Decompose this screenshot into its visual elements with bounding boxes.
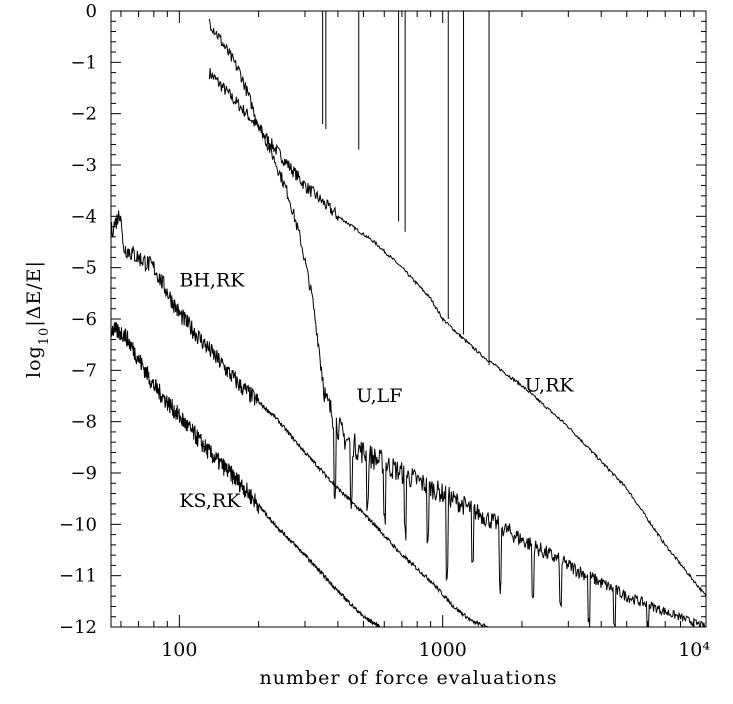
- y-tick-label: −10: [59, 514, 97, 535]
- y-tick-label: −11: [59, 566, 97, 587]
- plot-labels: U,RK U,LF BH,RK KS,RK: [179, 270, 574, 513]
- y-axis-label: log10|ΔE/E|: [23, 260, 52, 378]
- series-label: KS,RK: [179, 490, 241, 512]
- series-line-ks-rk: [111, 322, 381, 627]
- x-tick-label: 100: [161, 639, 197, 661]
- x-axis-label: number of force evaluations: [259, 667, 557, 689]
- x-tick-label: 1000: [419, 639, 467, 661]
- series-line-bh-rk: [111, 210, 488, 627]
- x-tick-label: 10⁴: [678, 639, 710, 661]
- y-tick-label: −9: [70, 463, 97, 484]
- series-line-u-lf: [208, 18, 706, 627]
- y-tick-label: −8: [70, 412, 97, 433]
- y-tick-label: −2: [70, 104, 97, 125]
- plot-axes: 0 −1 −2 −3 −4 −5 −6 −7 −8 −9 −10 −11 −12 100 1000 10⁴: [59, 1, 710, 661]
- plot-frame: [110, 10, 707, 628]
- y-tick-label: −1: [70, 52, 97, 73]
- series-line-u-rk: [208, 67, 706, 598]
- series-label: U,RK: [525, 375, 575, 397]
- y-tick-label: −12: [59, 617, 97, 638]
- y-tick-label: −7: [70, 360, 97, 381]
- y-tick-label: −5: [70, 258, 97, 279]
- y-tick-label: −3: [70, 155, 97, 176]
- series-label: BH,RK: [179, 270, 245, 292]
- plot-series: [111, 11, 706, 627]
- y-tick-label: 0: [86, 1, 97, 22]
- y-tick-label: −4: [70, 206, 97, 227]
- y-tick-label: −6: [70, 309, 97, 330]
- series-label: U,LF: [356, 385, 402, 407]
